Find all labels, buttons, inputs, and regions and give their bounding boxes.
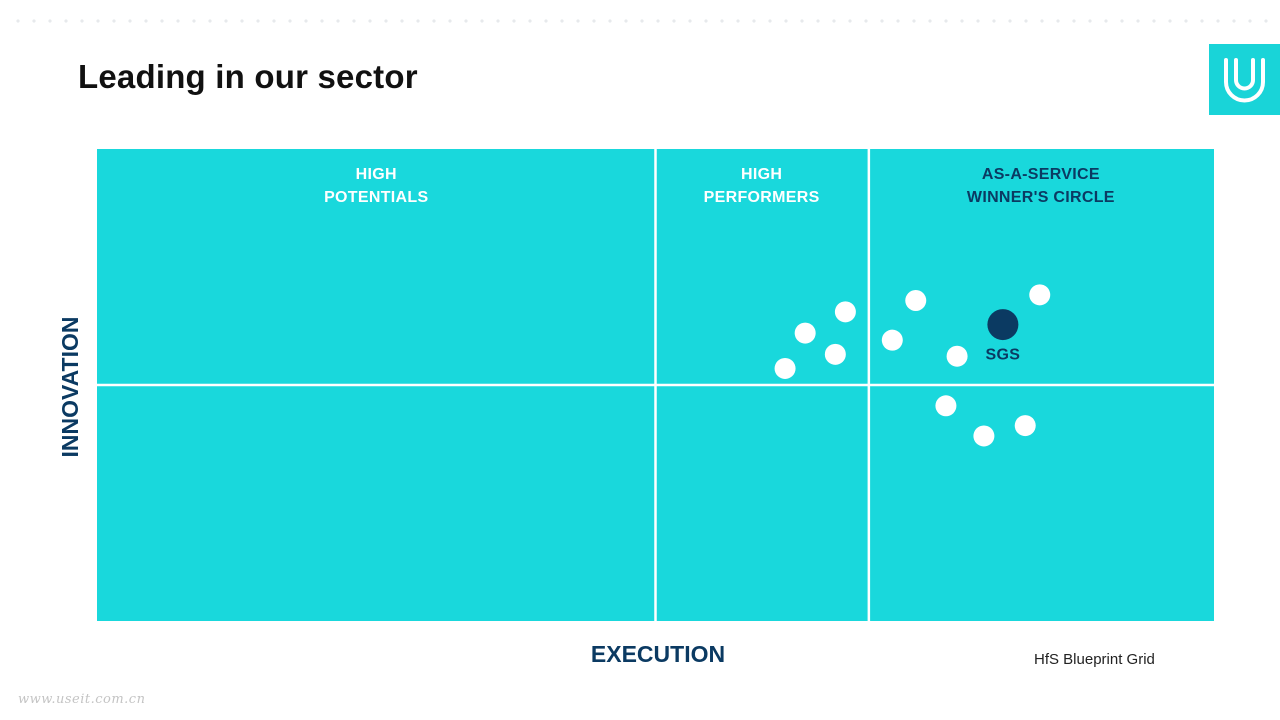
quadrant-label-2-line-2: PERFORMERS: [704, 189, 820, 206]
quadrant-label-1-line-2: POTENTIALS: [324, 189, 428, 206]
top-dotted-rule: [10, 18, 1270, 24]
vendor-point-4: [834, 301, 856, 323]
sgs-point-label: SGS: [986, 347, 1021, 364]
quadrant-label-3-line-1: AS-A-SERVICE: [982, 166, 1100, 183]
vendor-point-9: [935, 395, 957, 417]
vendor-point-6: [905, 290, 927, 312]
vendor-point-11: [1014, 415, 1036, 437]
quadrant-label-3-line-2: WINNER'S CIRCLE: [967, 189, 1115, 206]
quadrant-labels: HIGH POTENTIALS HIGH PERFORMERS AS-A-SERVICE…: [324, 166, 1115, 206]
page-title: Leading in our sector: [78, 58, 418, 95]
u-logo-icon: [1224, 58, 1265, 103]
quadrant-label-1-line-1: HIGH: [356, 166, 397, 183]
vendor-point-10: [973, 425, 995, 447]
vendor-point-3: [824, 343, 846, 365]
vendor-point-8: [1029, 284, 1051, 306]
sgs-highlight-point: [987, 309, 1019, 341]
data-points: SGS: [774, 284, 1051, 447]
vendor-point-7: [946, 345, 968, 367]
vendor-point-5: [881, 329, 903, 351]
source-note: HfS Blueprint Grid: [1034, 651, 1155, 668]
y-axis-label: INNOVATION: [57, 317, 83, 458]
brand-logo: [1209, 44, 1280, 115]
vendor-point-2: [794, 322, 816, 344]
watermark-text: www.useit.com.cn: [18, 692, 146, 707]
vendor-point-1: [774, 357, 796, 379]
x-axis-label: EXECUTION: [591, 641, 725, 667]
quadrant-dividers: [97, 149, 1214, 621]
quadrant-label-2-line-1: HIGH: [741, 166, 782, 183]
